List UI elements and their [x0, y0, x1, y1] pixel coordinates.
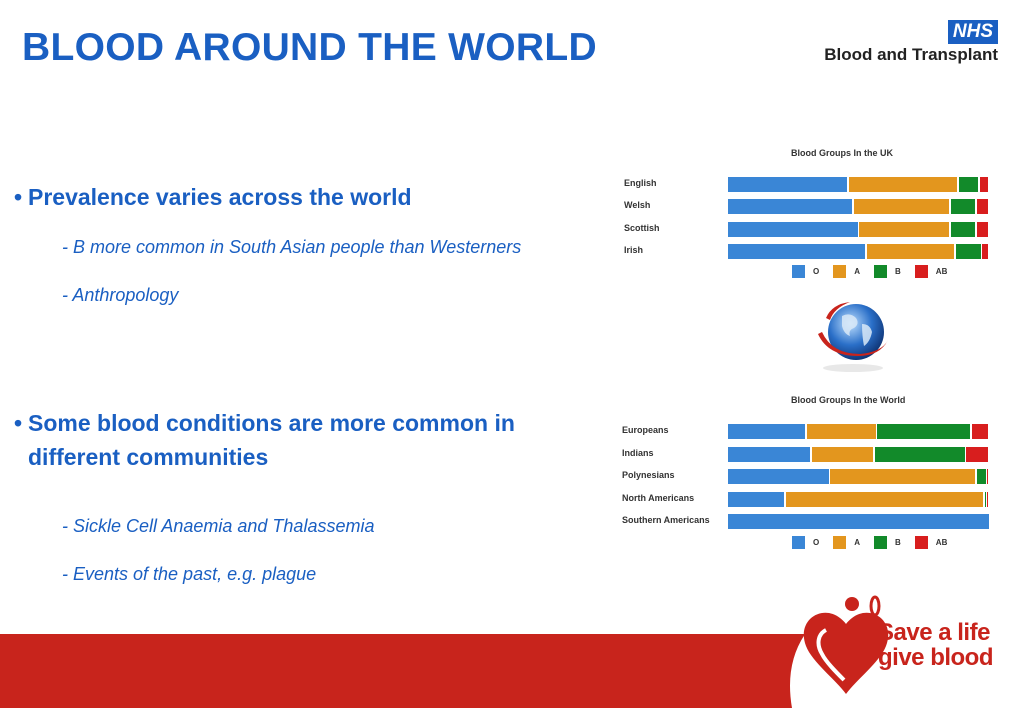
- chart-category-label: Irish: [624, 244, 644, 255]
- bar-segment-a: [866, 243, 955, 259]
- bar-segment-a: [806, 424, 876, 439]
- sub-point-sickle-cell: - Sickle Cell Anaemia and Thalassemia: [62, 516, 375, 536]
- sub-point-b-group: - B more common in South Asian people th…: [62, 237, 522, 257]
- bar-segment-o: [728, 424, 806, 439]
- chart-category-label: English: [624, 178, 657, 188]
- bar-segment-b: [955, 243, 981, 259]
- page-title: BLOOD AROUND THE WORLD: [22, 26, 597, 69]
- bar-segment-ab: [971, 424, 989, 439]
- bar-segment-ab: [966, 446, 989, 462]
- chart-category-label: Europeans: [622, 425, 669, 435]
- legend-item-a: A: [833, 536, 860, 549]
- chart-category-label: North Americans: [622, 492, 695, 503]
- nhs-badge: NHS: [947, 20, 998, 44]
- legend-item-b: B: [874, 536, 901, 549]
- bar-segment-ab: [982, 243, 989, 259]
- give-blood-slogan: Save a life give blood: [878, 619, 994, 671]
- bar-segment-a: [853, 199, 950, 215]
- bar-segment-b: [950, 199, 976, 215]
- legend-item-b: B: [874, 265, 901, 278]
- nhs-logo: NHS Blood and Transplant: [798, 20, 998, 70]
- bar-segment-o: [728, 243, 866, 259]
- sub-point-plague: - Events of the past, e.g. plague: [62, 564, 317, 584]
- bar-segment-a: [785, 491, 984, 507]
- bar-segment-ab: [987, 491, 989, 507]
- legend-item-o: O: [792, 536, 819, 549]
- sub-point-anthropology: - Anthropology: [62, 285, 179, 305]
- bar-segment-ab: [976, 199, 989, 215]
- bar-segment-o: [728, 491, 785, 507]
- chart-category-label: Scottish: [624, 222, 660, 233]
- bar-segment-o: [728, 469, 829, 484]
- give-blood-logo: [790, 595, 1023, 708]
- bar-segment-b: [950, 221, 976, 237]
- chart-legend: O A B AB: [792, 536, 961, 549]
- legend-item-a: A: [833, 265, 860, 278]
- bar-segment-a: [848, 177, 958, 192]
- bar-segment-b: [874, 446, 965, 462]
- chart-title: Blood Groups In the World: [791, 395, 906, 405]
- bullet-prevalence: • Prevalence varies across the world: [14, 184, 412, 210]
- bar-segment-o: [728, 221, 858, 237]
- bar-segment-o: [728, 446, 811, 462]
- nhs-org-name: Blood and Transplant: [824, 45, 998, 64]
- chart-title: Blood Groups In the UK: [791, 148, 893, 158]
- bar-segment-a: [811, 446, 874, 462]
- bar-segment-ab: [976, 221, 989, 237]
- bar-segment-b: [984, 491, 986, 507]
- legend-item-ab: AB: [914, 265, 947, 278]
- chart-category-label: Welsh: [624, 200, 651, 211]
- chart-category-label: Polynesians: [622, 470, 675, 480]
- bar-segment-ab: [987, 469, 989, 484]
- chart-legend: O A B AB: [792, 265, 961, 278]
- chart-category-label: Indians: [622, 447, 654, 458]
- bar-segment-a: [859, 221, 950, 237]
- legend-item-ab: AB: [914, 536, 947, 549]
- bullet-conditions: • Some blood conditions are more common i…: [14, 410, 515, 470]
- bar-segment-b: [958, 177, 978, 192]
- chart-category-label: Southern Americans: [622, 515, 710, 525]
- bar-segment-o: [728, 514, 989, 529]
- bar-segment-o: [728, 177, 848, 192]
- bar-segment-a: [830, 469, 976, 484]
- legend-item-o: O: [792, 265, 819, 278]
- bar-segment-ab: [979, 177, 989, 192]
- globe-icon: [818, 302, 888, 372]
- bar-segment-b: [877, 424, 971, 439]
- bar-segment-o: [728, 199, 853, 215]
- bar-segment-b: [976, 469, 986, 484]
